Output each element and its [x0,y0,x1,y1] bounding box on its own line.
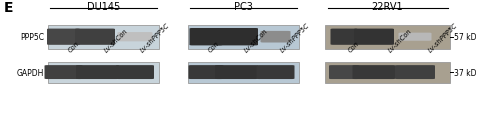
Text: GAPDH: GAPDH [16,68,44,77]
FancyBboxPatch shape [395,66,435,79]
Text: Lv-shPPP5C: Lv-shPPP5C [279,22,310,53]
FancyBboxPatch shape [190,29,222,46]
Text: E: E [4,1,14,15]
FancyBboxPatch shape [76,66,119,79]
FancyBboxPatch shape [47,29,80,45]
Text: PPP5C: PPP5C [20,33,44,42]
FancyBboxPatch shape [44,66,82,79]
Text: 37 kD: 37 kD [454,68,476,77]
Text: 22RV1: 22RV1 [372,2,404,12]
FancyBboxPatch shape [188,66,224,79]
Bar [48,25,159,49]
Text: Con: Con [348,40,361,53]
Text: Con: Con [208,40,221,53]
FancyBboxPatch shape [354,29,394,45]
Text: Lv-shCon: Lv-shCon [243,28,269,53]
Text: Lv-shPPP5C: Lv-shPPP5C [139,22,170,53]
FancyBboxPatch shape [260,32,290,43]
Bar [188,25,299,49]
Text: DU145: DU145 [86,2,120,12]
FancyBboxPatch shape [118,33,152,42]
Text: 57 kD: 57 kD [454,33,476,42]
FancyBboxPatch shape [329,66,359,79]
FancyBboxPatch shape [256,66,294,79]
Text: Con: Con [68,40,81,53]
Bar [48,62,159,83]
FancyBboxPatch shape [215,29,258,46]
FancyBboxPatch shape [398,33,432,41]
FancyBboxPatch shape [116,66,154,79]
FancyBboxPatch shape [352,66,396,79]
Text: Lv-shCon: Lv-shCon [388,28,413,53]
FancyBboxPatch shape [75,29,115,45]
FancyBboxPatch shape [215,66,258,79]
Bar [188,62,299,83]
Text: Lv-shCon: Lv-shCon [104,28,129,53]
Text: PC3: PC3 [234,2,252,12]
FancyBboxPatch shape [330,29,357,45]
Bar [325,25,450,49]
Bar [325,62,450,83]
Text: Lv-shPPP5C: Lv-shPPP5C [428,22,459,53]
